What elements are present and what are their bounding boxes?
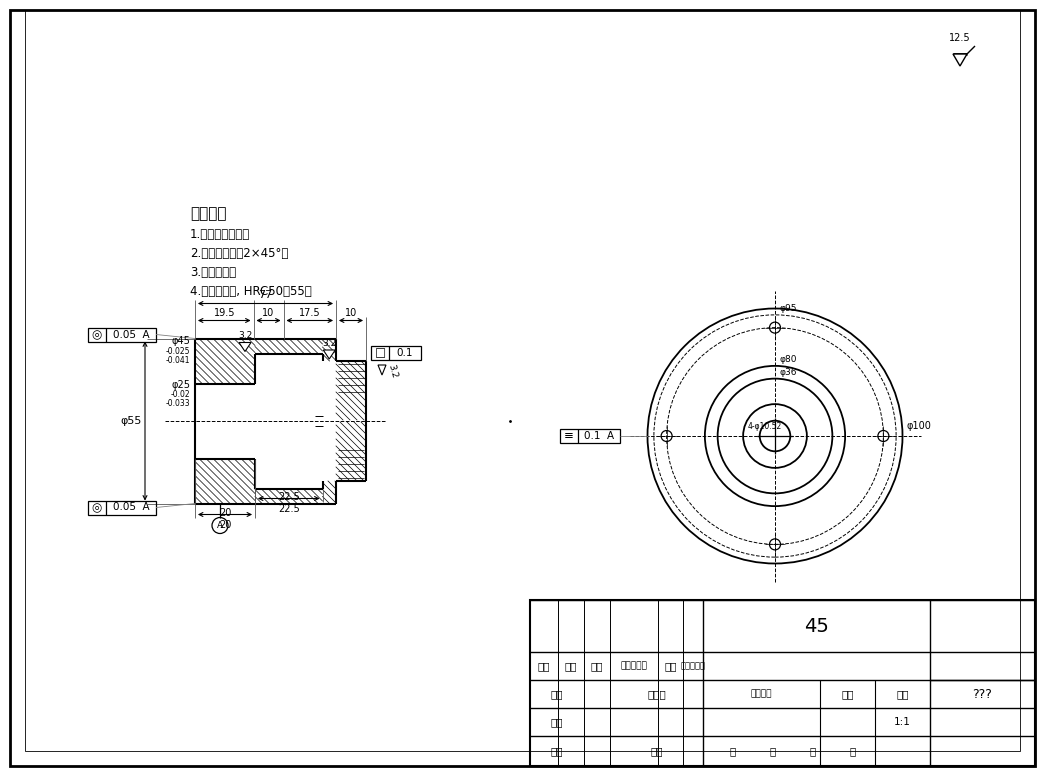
Text: 分区: 分区 [590, 661, 603, 671]
Text: 更改文件号: 更改文件号 [621, 661, 648, 670]
Text: 45: 45 [804, 616, 829, 636]
Text: -0.033: -0.033 [165, 399, 190, 408]
Text: 比例: 比例 [897, 689, 909, 699]
Text: φ36: φ36 [779, 368, 796, 376]
Text: □: □ [374, 347, 386, 359]
Text: 10: 10 [345, 307, 357, 317]
Text: 10: 10 [262, 307, 275, 317]
Bar [530, 600, 1035, 766]
Text: φ80: φ80 [779, 355, 796, 364]
Bar [88, 327, 156, 341]
Text: φ25: φ25 [171, 380, 190, 390]
Text: 审核: 审核 [551, 717, 563, 727]
Text: 处数: 处数 [564, 661, 577, 671]
Polygon shape [378, 365, 386, 375]
Text: ≡: ≡ [564, 429, 574, 442]
Text: 19.5: 19.5 [213, 307, 235, 317]
Text: φ45: φ45 [171, 337, 190, 347]
Text: 标记: 标记 [538, 661, 551, 671]
Text: 20: 20 [218, 519, 231, 529]
Text: 共: 共 [729, 746, 736, 756]
Text: 第: 第 [810, 746, 816, 756]
Text: 阶段标记: 阶段标记 [750, 690, 772, 698]
Text: -0.025: -0.025 [165, 347, 190, 356]
Text: 3.锐角倒钝；: 3.锐角倒钝； [190, 266, 236, 279]
Text: 3.2: 3.2 [238, 331, 252, 341]
Text: 签名: 签名 [665, 661, 677, 671]
Text: 年、月、日: 年、月、日 [680, 661, 705, 670]
Text: 2.未注倒角均为2×45°；: 2.未注倒角均为2×45°； [190, 247, 288, 260]
Polygon shape [953, 54, 967, 66]
Text: 4.经调质处理, HRC50～55。: 4.经调质处理, HRC50～55。 [190, 285, 311, 298]
Text: 批准: 批准 [650, 746, 663, 756]
Text: 0.05  A: 0.05 A [113, 503, 149, 512]
Text: 工艺: 工艺 [551, 746, 563, 756]
Text: 22.5: 22.5 [278, 504, 300, 514]
Text: φ95: φ95 [779, 304, 796, 313]
Text: 0.05  A: 0.05 A [113, 330, 149, 340]
Text: 1:1: 1:1 [895, 717, 911, 727]
Text: 张: 张 [850, 746, 856, 756]
Text: 20: 20 [218, 508, 231, 518]
Text: φ55: φ55 [120, 416, 142, 426]
Text: 12.5: 12.5 [949, 33, 971, 43]
Text: ◎: ◎ [92, 328, 102, 341]
Text: 4-φ10.52: 4-φ10.52 [748, 422, 782, 431]
Text: 张: 张 [770, 746, 776, 756]
Text: 17.5: 17.5 [299, 307, 321, 317]
Text: 0.1  A: 0.1 A [584, 431, 614, 441]
Text: 标准化: 标准化 [647, 689, 666, 699]
Polygon shape [239, 342, 251, 352]
Polygon shape [323, 350, 335, 359]
Text: 77: 77 [258, 290, 273, 300]
Text: ◎: ◎ [92, 501, 102, 514]
Text: 3.2: 3.2 [322, 339, 336, 348]
Text: φ100: φ100 [906, 421, 931, 431]
Text: A: A [217, 521, 223, 530]
Text: 设计: 设计 [551, 689, 563, 699]
Text: 技术要求: 技术要求 [190, 206, 227, 221]
Bar [88, 501, 156, 514]
Text: 1.去除毛刺飞边；: 1.去除毛刺飞边； [190, 228, 250, 241]
Text: -0.041: -0.041 [165, 356, 190, 365]
Bar [560, 429, 620, 443]
Text: ???: ??? [973, 688, 993, 701]
Text: 3.2: 3.2 [386, 363, 398, 379]
Text: 22.5: 22.5 [278, 493, 300, 503]
Bar [371, 346, 421, 360]
Text: -0.02: -0.02 [170, 390, 190, 399]
Text: 重量: 重量 [841, 689, 854, 699]
Text: 0.1: 0.1 [397, 348, 413, 358]
